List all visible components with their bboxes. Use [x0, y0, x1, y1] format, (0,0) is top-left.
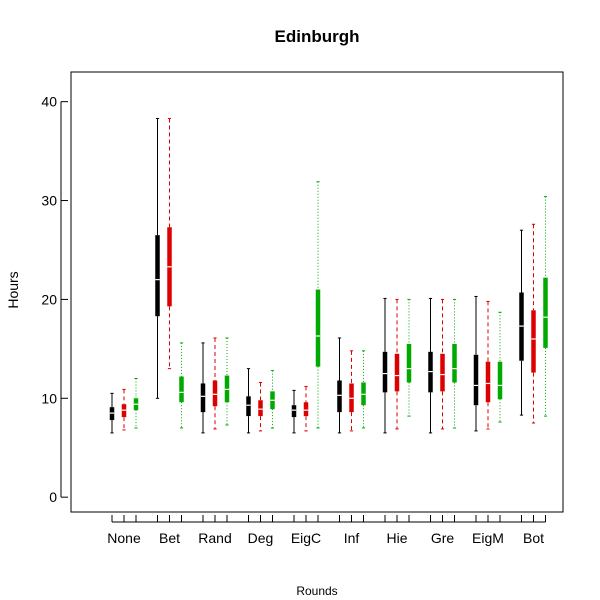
iqr-box [337, 380, 342, 413]
iqr-box [440, 353, 445, 392]
iqr-box [200, 383, 206, 413]
y-tick-label: 30 [41, 193, 57, 209]
iqr-box [531, 310, 536, 373]
box-series-group [109, 117, 548, 434]
x-axis: None Bet Rand Deg EigC Inf Hie Gre EigM Bot [107, 515, 546, 546]
x-axis-label: Rounds [296, 584, 337, 598]
x-tick-label: Gre [431, 530, 455, 546]
iqr-box [452, 343, 457, 383]
x-tick-label: EigM [472, 530, 504, 546]
y-axis-label: Hours [5, 271, 21, 308]
iqr-box [291, 405, 297, 418]
iqr-box [485, 361, 491, 403]
x-tick-label: Bot [523, 530, 544, 546]
iqr-box [315, 289, 321, 367]
x-tick-label: None [107, 530, 141, 546]
x-tick-label: Bet [159, 530, 180, 546]
x-tick-label: Inf [344, 530, 360, 546]
iqr-box [258, 400, 263, 417]
iqr-box [303, 402, 309, 417]
iqr-box [406, 343, 412, 383]
box-series [121, 117, 536, 432]
iqr-box [473, 354, 479, 406]
chart-title: Edinburgh [275, 27, 360, 46]
x-tick-label: Deg [248, 530, 274, 546]
iqr-box [382, 351, 388, 393]
x-tick-label: Rand [198, 530, 231, 546]
box-series [109, 117, 524, 434]
iqr-box [179, 376, 184, 403]
iqr-box [497, 361, 503, 400]
y-tick-label: 10 [41, 390, 57, 406]
y-axis: 0 10 20 30 40 [41, 94, 68, 505]
box-series [133, 181, 548, 429]
iqr-box [246, 396, 251, 417]
iqr-box [155, 235, 160, 317]
iqr-box [212, 380, 218, 407]
y-tick-label: 20 [41, 291, 57, 307]
x-tick-label: EigC [291, 530, 321, 546]
iqr-box [394, 353, 400, 392]
y-tick-label: 40 [41, 94, 57, 110]
iqr-box [543, 277, 548, 348]
plot-frame [70, 71, 564, 513]
x-tick-label: Hie [386, 530, 407, 546]
y-tick-label: 0 [49, 489, 57, 505]
